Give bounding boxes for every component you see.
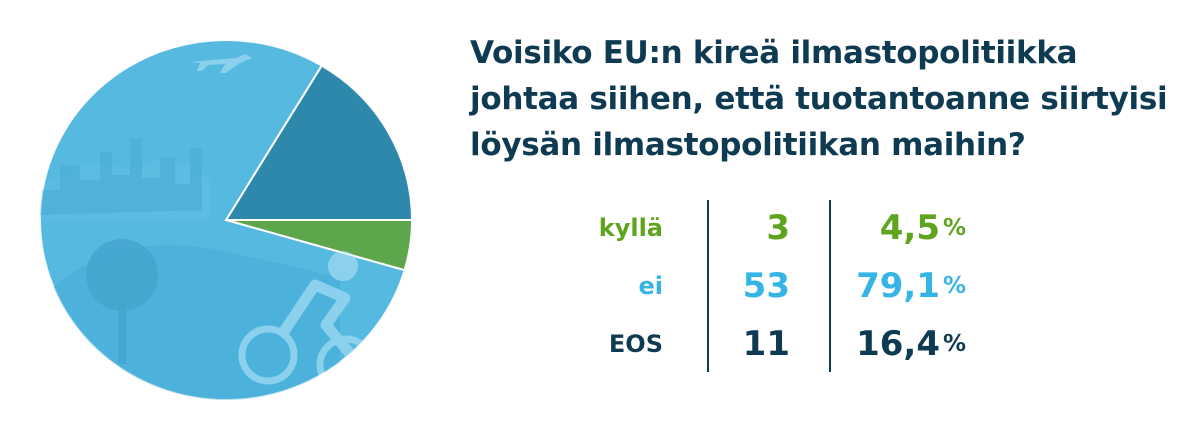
- percent-sign: %: [943, 331, 967, 357]
- result-row-kylla: kyllä 3 4,5 %: [560, 200, 980, 256]
- row-percent: 79,1: [856, 266, 940, 306]
- row-label: ei: [638, 272, 663, 300]
- percent-sign: %: [943, 273, 967, 299]
- table-divider-2: [829, 200, 831, 372]
- row-count: 53: [742, 266, 790, 306]
- row-label: EOS: [608, 330, 663, 358]
- row-label: kyllä: [598, 214, 663, 242]
- row-percent: 16,4: [856, 324, 940, 364]
- row-count: 3: [766, 208, 790, 248]
- percent-sign: %: [943, 215, 967, 241]
- table-divider-1: [707, 200, 709, 372]
- pie-chart: [40, 40, 412, 400]
- illustration-decor: [40, 54, 376, 400]
- pie-slice-eos: [224, 64, 412, 221]
- row-count: 11: [742, 324, 790, 364]
- chart-title: Voisiko EU:n kireä ilmastopolitiikka joh…: [470, 35, 1168, 163]
- result-row-ei: ei 53 79,1 %: [560, 258, 980, 314]
- pie-chart-svg: [40, 40, 412, 400]
- pie-slices: [40, 40, 412, 400]
- row-percent: 4,5: [879, 208, 940, 248]
- result-row-eos: EOS 11 16,4 %: [560, 316, 980, 372]
